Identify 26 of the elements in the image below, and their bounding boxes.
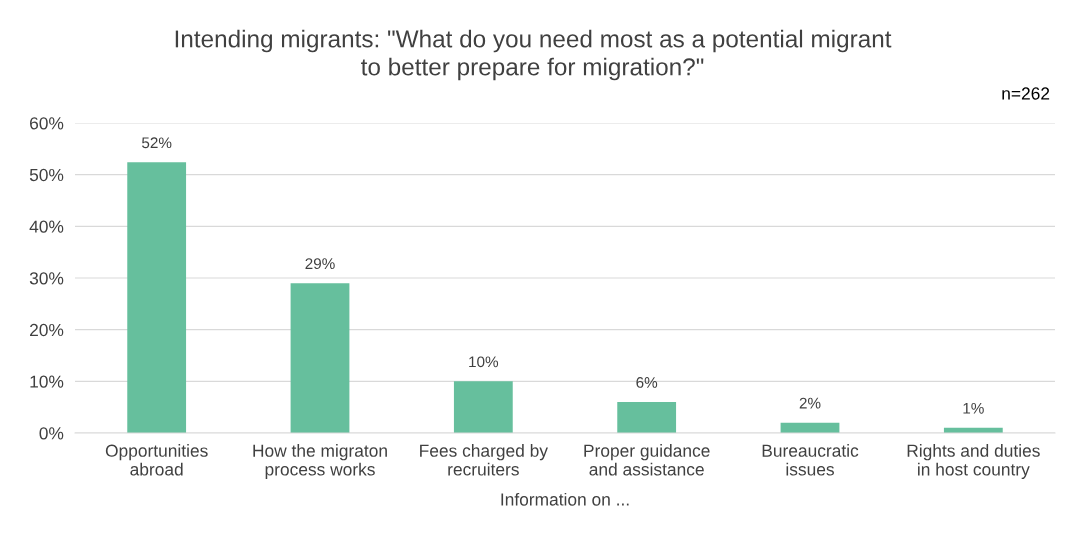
- data-label: 1%: [963, 402, 984, 414]
- x-tick-label: Fees charged by recruiters: [420, 444, 548, 476]
- x-tick-label: Proper guidance and assistance: [584, 444, 710, 476]
- y-tick-label: 60%: [30, 117, 64, 130]
- x-tick-label: Rights and duties in host country: [907, 444, 1040, 479]
- text: n=262: [1002, 87, 1050, 100]
- data-label: 52%: [141, 137, 172, 149]
- x-tick-label: Bureaucratic issues: [762, 444, 859, 476]
- chart-title: Intending migrants: "What do you need most as a potential migrant to better prepare for migration?": [175, 29, 892, 81]
- x-tick-label: How the migraton process works: [253, 444, 387, 479]
- x-tick-label: Opportunities abroad: [105, 444, 208, 476]
- x-axis-title: Information on ...: [501, 492, 629, 506]
- data-label: 6%: [636, 377, 658, 388]
- bar: [127, 162, 187, 433]
- data-label: 29%: [305, 258, 335, 270]
- y-tick-label: 50%: [29, 168, 64, 182]
- data-label: 10%: [469, 356, 499, 368]
- bar: [453, 381, 513, 433]
- bar: [290, 283, 350, 433]
- data-label: 2%: [799, 397, 821, 409]
- bar: [617, 402, 677, 433]
- y-tick-label: 30%: [29, 272, 64, 285]
- y-tick-label: 40%: [29, 220, 64, 233]
- y-tick-label: 20%: [30, 323, 64, 337]
- y-tick-label: 10%: [30, 375, 64, 388]
- y-tick-label: 0%: [39, 427, 64, 440]
